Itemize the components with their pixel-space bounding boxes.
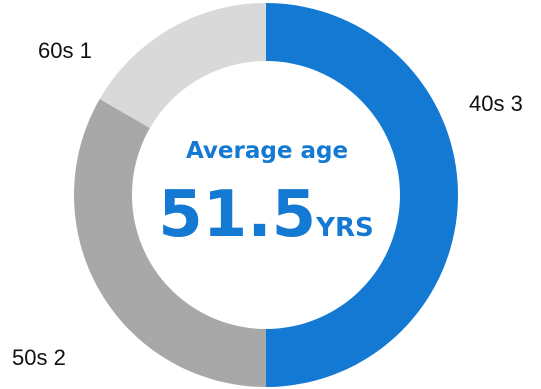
slice-label-40s: 40s 3 xyxy=(469,91,523,116)
donut-slice-40s xyxy=(266,3,458,387)
donut-slice-60s xyxy=(99,3,267,128)
donut-slices xyxy=(74,3,458,387)
center-unit: YRS xyxy=(315,213,374,243)
center-value: 51.5 xyxy=(158,178,316,252)
center-readout: 51.5YRS xyxy=(158,178,373,252)
slice-label-50s: 50s 2 xyxy=(12,345,66,370)
center-title: Average age xyxy=(186,138,348,164)
donut-slice-50s xyxy=(74,99,266,387)
slice-label-60s: 60s 1 xyxy=(38,38,92,63)
